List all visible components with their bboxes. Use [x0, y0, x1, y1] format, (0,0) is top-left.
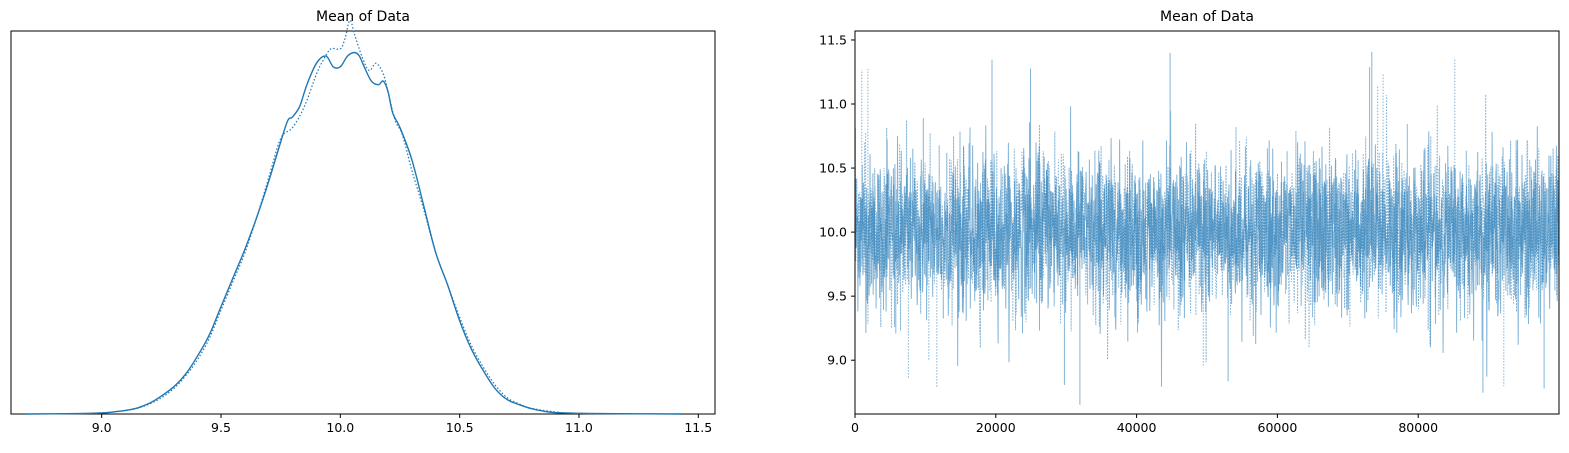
- trace-x-tick-label: 80000: [1398, 420, 1438, 435]
- trace-lines: [855, 51, 1559, 405]
- trace-y-tick-label: 11.0: [819, 97, 847, 112]
- trace-y-axis: 9.0 9.5 10.0 10.5 11.0 11.5: [819, 32, 855, 368]
- trace-panel-title: Mean of Data: [1160, 9, 1254, 25]
- kde-x-tick-label: 11.5: [684, 420, 712, 435]
- kde-line-solid: [25, 51, 682, 415]
- kde-x-tick-label: 9.5: [211, 420, 231, 435]
- kde-x-tick-label: 9.0: [92, 420, 112, 435]
- kde-x-tick-label: 11.0: [565, 420, 593, 435]
- kde-panel-title: Mean of Data: [316, 9, 410, 25]
- trace-y-tick-label: 9.5: [827, 289, 847, 304]
- kde-line-dotted: [25, 19, 682, 415]
- trace-y-tick-label: 10.5: [819, 161, 847, 176]
- trace-panel: Mean of Data 0 20000 40000 60000 80000 9.09.…: [819, 9, 1560, 435]
- trace-line-dotted: [855, 57, 1559, 387]
- trace-y-tick-label: 9.0: [827, 353, 847, 368]
- trace-y-tick-label: 11.5: [819, 32, 847, 47]
- trace-plot-frame: [854, 30, 1560, 415]
- trace-x-tick-label: 40000: [1117, 420, 1157, 435]
- trace-x-tick-label: 20000: [976, 420, 1016, 435]
- kde-lines: [25, 19, 682, 415]
- trace-y-tick-label: 10.0: [819, 225, 847, 240]
- kde-plot-frame: [10, 30, 716, 415]
- kde-x-axis: 9.0 9.5 10.0 10.5 11.0 11.5: [92, 414, 712, 435]
- trace-x-tick-label: 60000: [1258, 420, 1298, 435]
- kde-x-tick-label: 10.0: [326, 420, 354, 435]
- kde-panel: Mean of Data 9.0 9.5 10.0 10.5 11.0 11.5: [10, 9, 716, 435]
- trace-x-axis: 0 20000 40000 60000 80000: [851, 414, 1438, 435]
- trace-x-tick-label: 0: [851, 420, 859, 435]
- kde-x-tick-label: 10.5: [446, 420, 474, 435]
